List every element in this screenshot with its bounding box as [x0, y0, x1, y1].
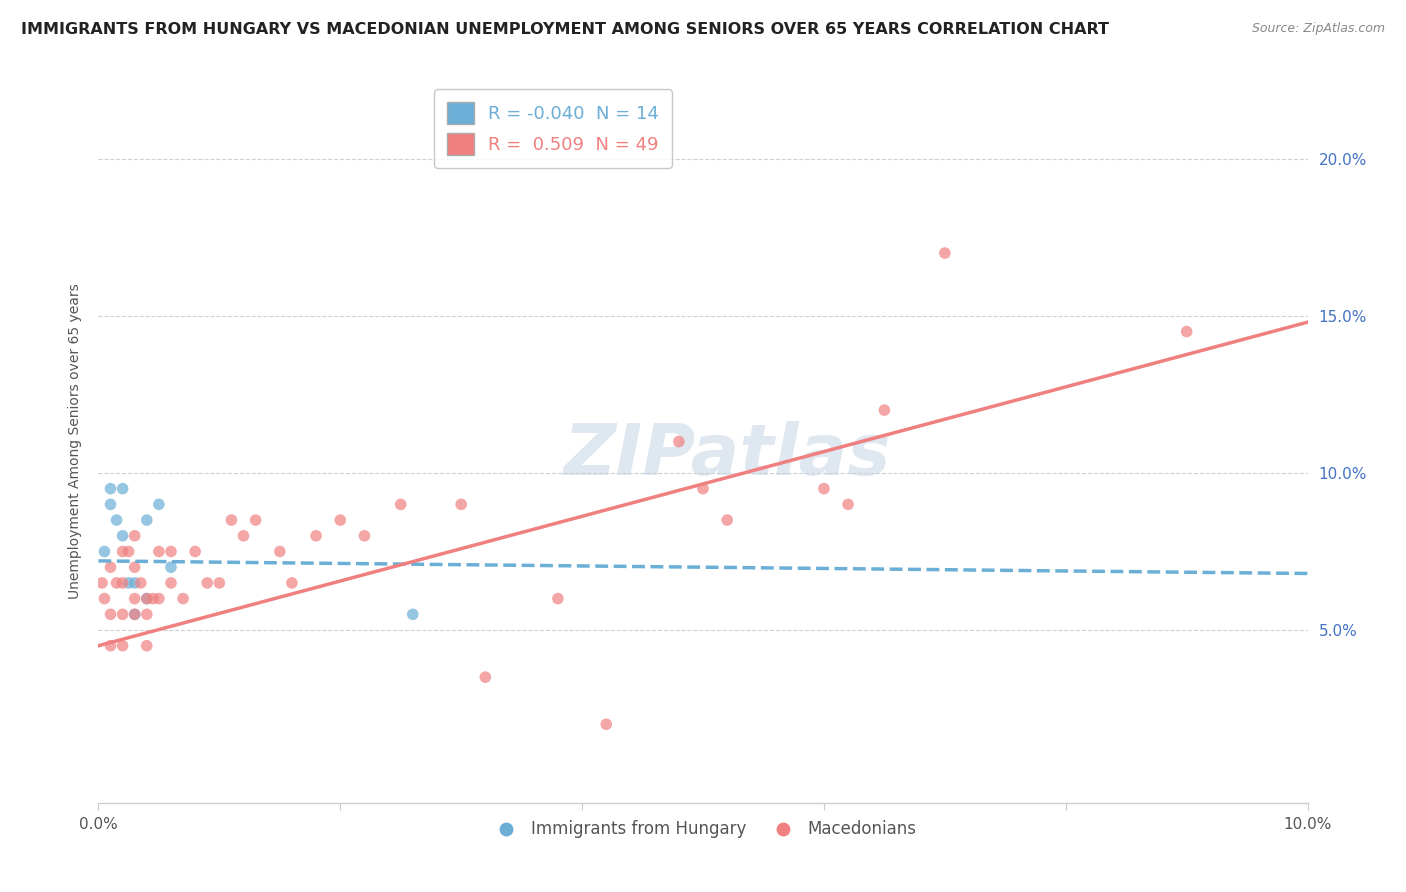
Point: [716, 513, 738, 527]
Point: [329, 513, 352, 527]
Point: [93, 591, 115, 606]
Point: [160, 575, 183, 590]
Point: [111, 575, 134, 590]
Point: [873, 403, 896, 417]
Point: [389, 497, 412, 511]
Point: [111, 607, 134, 622]
Point: [668, 434, 690, 449]
Point: [124, 575, 146, 590]
Point: [135, 639, 157, 653]
Text: IMMIGRANTS FROM HUNGARY VS MACEDONIAN UNEMPLOYMENT AMONG SENIORS OVER 65 YEARS C: IMMIGRANTS FROM HUNGARY VS MACEDONIAN UN…: [21, 22, 1109, 37]
Point: [148, 497, 170, 511]
Point: [195, 575, 218, 590]
Point: [692, 482, 714, 496]
Point: [934, 246, 956, 260]
Point: [135, 513, 157, 527]
Point: [245, 513, 267, 527]
Point: [111, 544, 134, 558]
Point: [100, 482, 122, 496]
Point: [232, 529, 254, 543]
Point: [118, 575, 141, 590]
Y-axis label: Unemployment Among Seniors over 65 years: Unemployment Among Seniors over 65 years: [69, 284, 83, 599]
Point: [135, 591, 157, 606]
Point: [208, 575, 231, 590]
Point: [172, 591, 194, 606]
Point: [111, 639, 134, 653]
Point: [450, 497, 472, 511]
Point: [1175, 325, 1198, 339]
Point: [269, 544, 291, 558]
Point: [124, 607, 146, 622]
Point: [547, 591, 569, 606]
Point: [353, 529, 375, 543]
Point: [100, 560, 122, 574]
Point: [135, 607, 157, 622]
Point: [111, 529, 134, 543]
Point: [105, 513, 128, 527]
Point: [142, 591, 165, 606]
Point: [148, 544, 170, 558]
Point: [93, 544, 115, 558]
Point: [100, 607, 122, 622]
Point: [184, 544, 207, 558]
Point: [837, 497, 859, 511]
Point: [124, 560, 146, 574]
Point: [105, 575, 128, 590]
Point: [281, 575, 304, 590]
Point: [160, 560, 183, 574]
Point: [402, 607, 425, 622]
Point: [100, 497, 122, 511]
Point: [118, 544, 141, 558]
Text: ZIPatlas: ZIPatlas: [564, 422, 891, 491]
Point: [148, 591, 170, 606]
Text: Source: ZipAtlas.com: Source: ZipAtlas.com: [1251, 22, 1385, 36]
Point: [91, 575, 114, 590]
Point: [135, 591, 157, 606]
Point: [124, 607, 146, 622]
Legend: Immigrants from Hungary, Macedonians: Immigrants from Hungary, Macedonians: [482, 814, 924, 845]
Point: [129, 575, 152, 590]
Point: [100, 639, 122, 653]
Point: [474, 670, 496, 684]
Point: [305, 529, 328, 543]
Point: [813, 482, 835, 496]
Point: [160, 544, 183, 558]
Point: [124, 529, 146, 543]
Point: [111, 482, 134, 496]
Point: [595, 717, 617, 731]
Point: [124, 591, 146, 606]
Point: [221, 513, 243, 527]
